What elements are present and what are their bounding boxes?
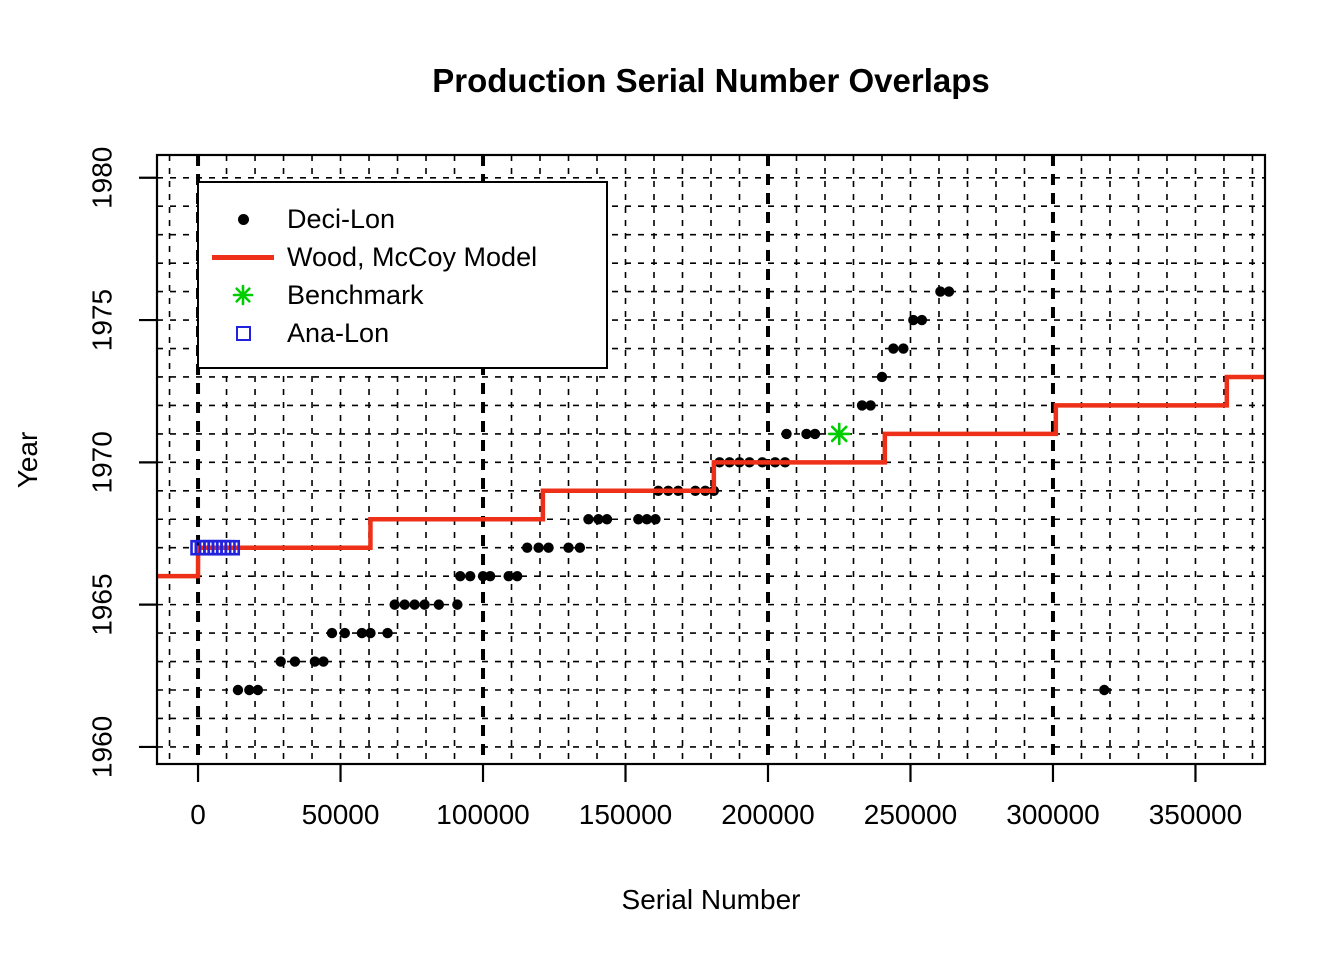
legend-label: Ana-Lon [287,317,390,348]
x-axis-tick-label: 0 [190,799,206,830]
y-axis-tick-label: 1975 [86,289,117,351]
x-axis-tick-label: 100000 [436,799,529,830]
x-axis-tick-label: 200000 [721,799,814,830]
x-axis-ticks: 0 50000 100000 150000 200000 250000 300000 3500… [190,764,1242,830]
x-axis-tick-label: 350000 [1149,799,1242,830]
legend-label: Deci-Lon [287,203,396,234]
y-axis-tick-label: 1980 [86,147,117,209]
legend-label: Wood, McCoy Model [287,241,538,272]
asterisk-icon [199,283,287,307]
x-axis-tick-label: 150000 [579,799,672,830]
plot-border-box [155,153,1267,766]
x-axis-tick-label: 250000 [864,799,957,830]
chart-title: Production Serial Number Overlaps [432,62,990,99]
ana-lon-markers [190,539,241,556]
y-axis-tick-label: 1970 [86,431,117,493]
legend-item: Wood, McCoy Model [199,238,606,276]
line-icon [199,254,287,260]
legend-item: Ana-Lon [199,314,606,352]
y-axis-tick-label: 1965 [86,573,117,635]
legend: Deci-Lon Wood, McCoy Model Benchmark Ana-Lo… [197,181,608,369]
x-axis-tick-label: 300000 [1006,799,1099,830]
x-axis-title: Serial Number [621,884,801,915]
model-step-line [157,374,1265,579]
legend-label: Benchmark [287,279,424,310]
benchmark-marker [827,422,851,446]
open-square-icon [199,325,287,341]
y-axis-ticks: 1960 1965 1970 1975 1980 [86,147,157,778]
x-axis-tick-label: 50000 [302,799,380,830]
legend-item: Benchmark [199,276,606,314]
legend-item: Deci-Lon [199,200,606,238]
filled-circle-icon [199,213,287,225]
y-axis-tick-label: 1960 [86,716,117,778]
